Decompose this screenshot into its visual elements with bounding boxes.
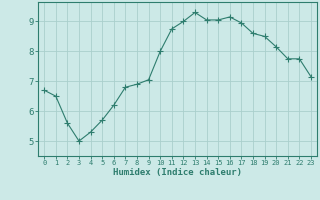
X-axis label: Humidex (Indice chaleur): Humidex (Indice chaleur) <box>113 168 242 177</box>
